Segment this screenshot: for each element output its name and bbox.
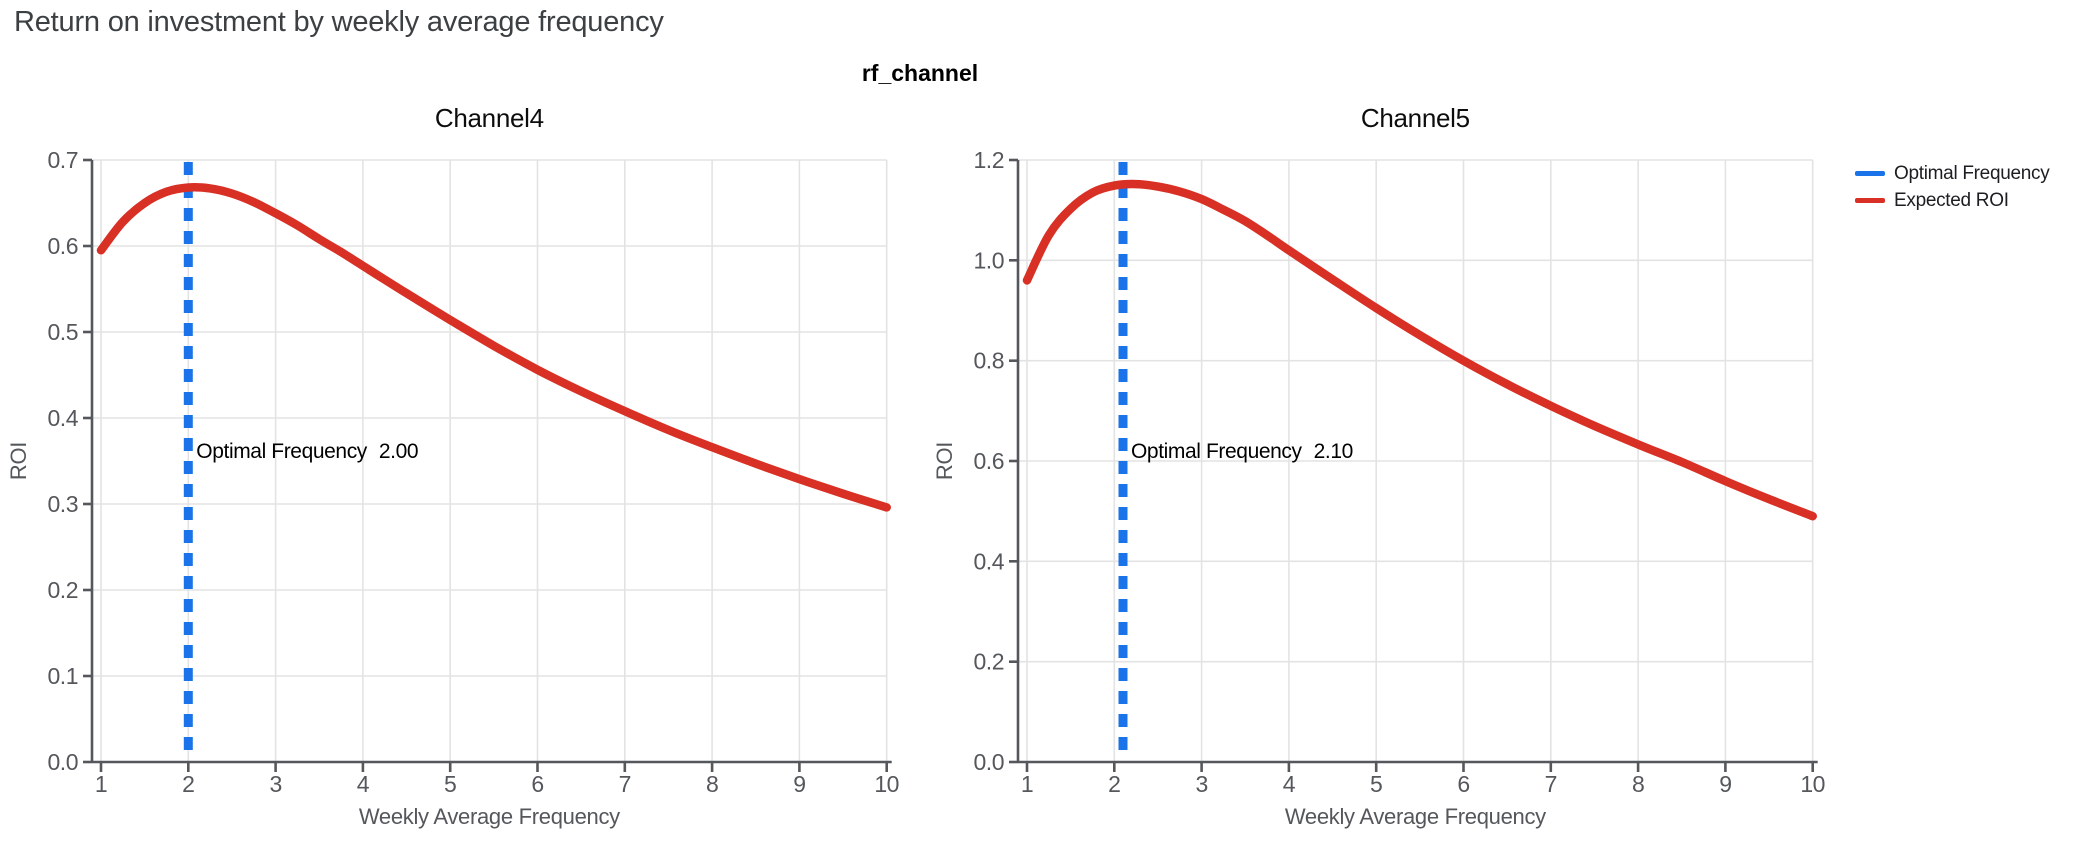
y-tick-label: 1.0 xyxy=(974,247,1004,273)
y-axis-title: ROI xyxy=(6,442,31,480)
x-tick-label: 2 xyxy=(182,771,194,797)
legend-item: Expected ROI xyxy=(1855,187,2049,214)
x-tick-label: 10 xyxy=(874,771,899,797)
y-tick-label: 0.3 xyxy=(48,491,78,517)
optimal-frequency-annotation: Optimal Frequency 2.00 xyxy=(196,440,418,463)
legend-label: Expected ROI xyxy=(1894,189,2009,211)
legend-swatch xyxy=(1855,198,1885,203)
panel-title: Channel4 xyxy=(435,103,544,133)
y-tick-label: 0.7 xyxy=(48,147,78,173)
legend-item: Optimal Frequency xyxy=(1855,160,2050,187)
chart-svg: Channel4 0.0 0.1 0.2 0.3 0.4 0.5 0.6 0.7 1 2 3 4 5 6 7 8… xyxy=(6,103,899,829)
legend-swatch xyxy=(1855,171,1885,176)
x-tick-label: 8 xyxy=(1632,771,1644,797)
facet-title: rf_channel xyxy=(861,60,979,86)
expected-roi-curve xyxy=(96,182,891,512)
x-tick-label: 9 xyxy=(793,771,805,797)
x-tick-label: 1 xyxy=(95,771,107,797)
channel4-panel: Channel4 0.0 0.1 0.2 0.3 0.4 0.5 0.6 0.7 1 2 3 4 5 6 7 8… xyxy=(0,80,960,840)
x-tick-label: 3 xyxy=(269,771,281,797)
x-tick-label: 7 xyxy=(1545,771,1557,797)
y-tick-label: 1.2 xyxy=(974,147,1004,173)
x-tick-label: 4 xyxy=(1283,771,1296,797)
y-tick-label: 0.6 xyxy=(974,448,1004,474)
y-tick-label: 0.5 xyxy=(48,319,78,345)
x-tick-label: 5 xyxy=(444,771,456,797)
y-tick-label: 0.4 xyxy=(974,548,1005,574)
y-tick-label: 0.1 xyxy=(48,663,78,689)
x-tick-label: 5 xyxy=(1370,771,1382,797)
y-tick-label: 0.2 xyxy=(48,577,78,603)
figure-title: Return on investment by weekly average f… xyxy=(14,6,664,38)
legend-label: Optimal Frequency xyxy=(1894,162,2050,184)
x-tick-label: 1 xyxy=(1021,771,1033,797)
panel-title: Channel5 xyxy=(1361,103,1470,133)
y-tick-label: 0.6 xyxy=(48,233,78,259)
optimal-frequency-annotation: Optimal Frequency 2.10 xyxy=(1131,440,1353,463)
y-tick-label: 0.0 xyxy=(974,749,1004,775)
x-tick-label: 9 xyxy=(1719,771,1731,797)
x-tick-label: 8 xyxy=(706,771,718,797)
x-tick-label: 2 xyxy=(1108,771,1120,797)
channel5-panel: Channel5 0.0 0.2 0.4 0.6 0.8 1.0 1.2 1 2 3 4 5 6 7 8 9 10… xyxy=(926,80,1886,840)
x-tick-label: 10 xyxy=(1800,771,1825,797)
x-tick-label: 7 xyxy=(619,771,631,797)
x-tick-label: 6 xyxy=(531,771,543,797)
legend: Optimal Frequency Expected ROI xyxy=(1855,160,2050,214)
chart-svg: Channel5 0.0 0.2 0.4 0.6 0.8 1.0 1.2 1 2 3 4 5 6 7 8 9 10… xyxy=(932,103,1825,829)
x-tick-label: 3 xyxy=(1195,771,1207,797)
x-tick-label: 4 xyxy=(357,771,370,797)
expected-roi-curve xyxy=(1022,179,1817,521)
y-tick-label: 0.2 xyxy=(974,649,1004,675)
y-tick-label: 0.8 xyxy=(974,348,1004,374)
x-axis-title: Weekly Average Frequency xyxy=(1285,804,1546,829)
y-axis-title: ROI xyxy=(932,442,957,480)
x-axis-title: Weekly Average Frequency xyxy=(359,804,620,829)
y-tick-label: 0.0 xyxy=(48,749,78,775)
y-tick-label: 0.4 xyxy=(48,405,79,431)
x-tick-label: 6 xyxy=(1457,771,1469,797)
